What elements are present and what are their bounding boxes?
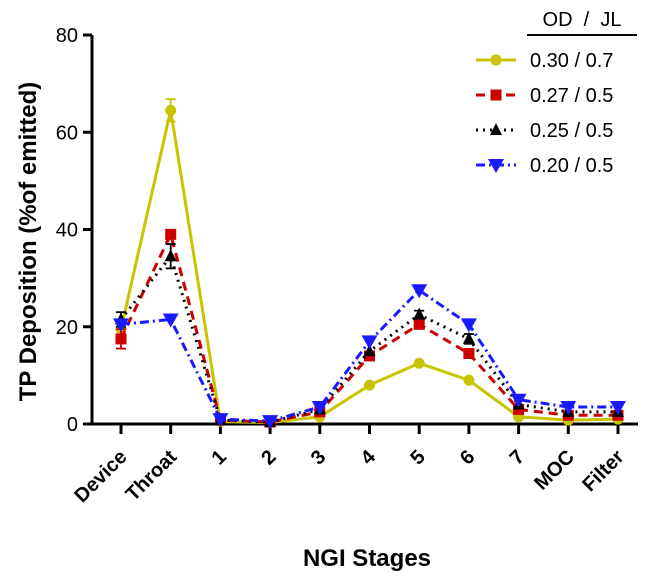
legend-label: 0.27 / 0.5 xyxy=(530,85,613,107)
legend: OD / JL 0.30 / 0.7 0.27 / 0.5 0.25 / 0.5 0.… xyxy=(476,9,637,177)
data-point xyxy=(413,357,425,369)
y-tick-label: 20 xyxy=(56,317,78,339)
data-point xyxy=(364,379,375,391)
x-axis-title: NGI Stages xyxy=(303,545,431,572)
y-axis-title: TP Deposition (%of emitted) xyxy=(15,82,42,402)
y-tick-label: 0 xyxy=(67,414,78,436)
data-point xyxy=(560,400,577,415)
data-point xyxy=(463,347,475,359)
data-point xyxy=(361,335,378,350)
y-tick-label: 60 xyxy=(56,122,78,144)
y-tick-label: 40 xyxy=(56,220,78,242)
x-tick-label: 7 xyxy=(506,446,529,469)
data-point xyxy=(510,393,527,408)
x-tick-label: MOC xyxy=(530,446,579,495)
data-point xyxy=(610,400,626,415)
data-point xyxy=(164,249,177,262)
data-point xyxy=(162,313,179,328)
x-tick-label: 4 xyxy=(357,445,381,469)
x-tick-label: 6 xyxy=(456,446,479,469)
series-1 xyxy=(115,98,624,429)
data-point xyxy=(113,318,129,333)
legend-marker xyxy=(490,54,502,66)
legend-marker xyxy=(488,159,504,173)
legend-label: 0.20 / 0.5 xyxy=(530,155,613,177)
legend-item: 0.30 / 0.7 xyxy=(476,50,613,72)
data-point xyxy=(311,400,328,415)
data-point xyxy=(262,415,279,430)
data-point xyxy=(413,307,426,320)
x-tick-label: Filter xyxy=(578,446,628,496)
data-point xyxy=(115,333,127,345)
data-point xyxy=(363,344,376,357)
data-point xyxy=(165,228,177,240)
legend-item: 0.27 / 0.5 xyxy=(476,85,613,107)
data-point xyxy=(165,104,177,116)
legend-marker xyxy=(490,89,502,101)
x-tick-label: 3 xyxy=(307,446,330,469)
series-line xyxy=(119,254,618,424)
legend-label: 0.30 / 0.7 xyxy=(530,50,613,72)
legend-header: OD / JL xyxy=(543,9,622,31)
y-tick-label: 80 xyxy=(56,25,78,47)
x-tick-label: 5 xyxy=(406,446,429,469)
data-point xyxy=(411,284,428,299)
x-tick-label: Device xyxy=(70,446,131,507)
x-tick-label: Throat xyxy=(122,446,182,506)
legend-item: 0.25 / 0.5 xyxy=(476,120,613,142)
data-point xyxy=(463,374,475,386)
data-point xyxy=(212,413,229,428)
x-tick-label: 1 xyxy=(208,446,231,469)
series-4 xyxy=(113,284,626,430)
data-point xyxy=(460,318,477,333)
legend-label: 0.25 / 0.5 xyxy=(530,120,613,142)
legend-item: 0.20 / 0.5 xyxy=(476,155,613,177)
data-point xyxy=(462,331,475,344)
legend-marker xyxy=(490,123,502,135)
data-point xyxy=(413,318,425,330)
x-tick-label: 2 xyxy=(257,446,280,469)
